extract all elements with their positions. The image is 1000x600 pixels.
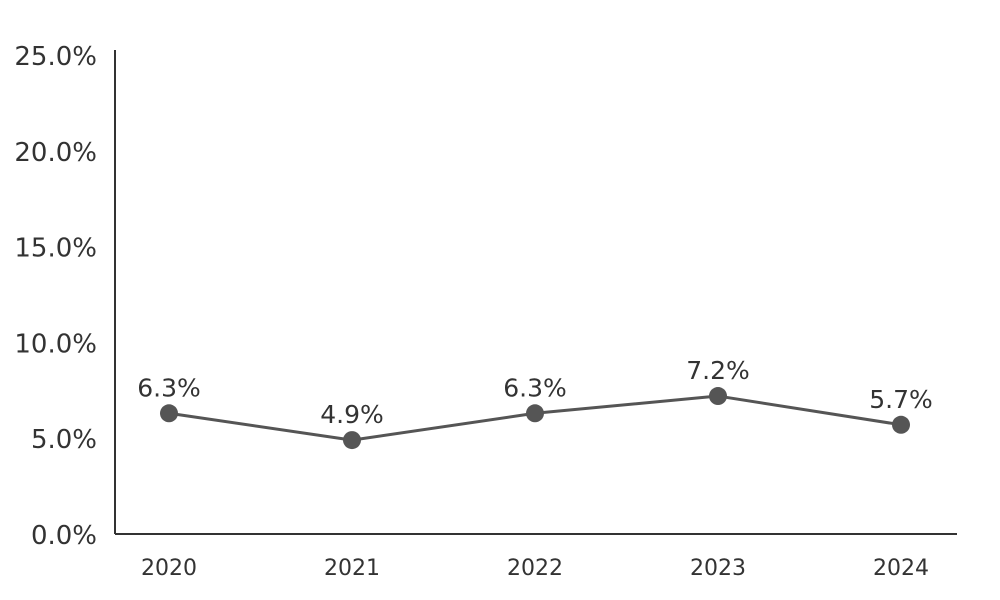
data-point [343,431,361,450]
y-axis: 0.0% 5.0% 10.0% 15.0% 20.0% 25.0% [14,42,116,551]
x-tick-label: 2022 [507,556,563,581]
x-tick-label: 2024 [873,556,929,581]
data-point [709,387,727,406]
x-tick-label: 2021 [324,556,380,581]
data-label: 7.2% [686,356,750,385]
x-tick-label: 2023 [690,556,746,581]
series-group [160,387,910,450]
y-tick-label: 5.0% [31,425,97,455]
y-tick-label: 0.0% [31,521,97,551]
data-point [160,404,178,423]
y-tick-label: 15.0% [14,234,97,264]
x-tick-label: 2020 [141,556,197,581]
y-tick-label: 25.0% [14,42,97,72]
data-point [892,415,910,434]
data-label: 6.3% [503,373,567,402]
y-tick-label: 10.0% [14,329,97,359]
data-labels: 6.3% 4.9% 6.3% 7.2% 5.7% [137,356,933,429]
x-axis: 2020 2021 2022 2023 2024 [115,533,957,581]
data-point [526,404,544,423]
data-label: 4.9% [320,400,384,429]
data-label: 6.3% [137,373,201,402]
y-tick-label: 20.0% [14,138,97,168]
data-label: 5.7% [869,385,933,414]
